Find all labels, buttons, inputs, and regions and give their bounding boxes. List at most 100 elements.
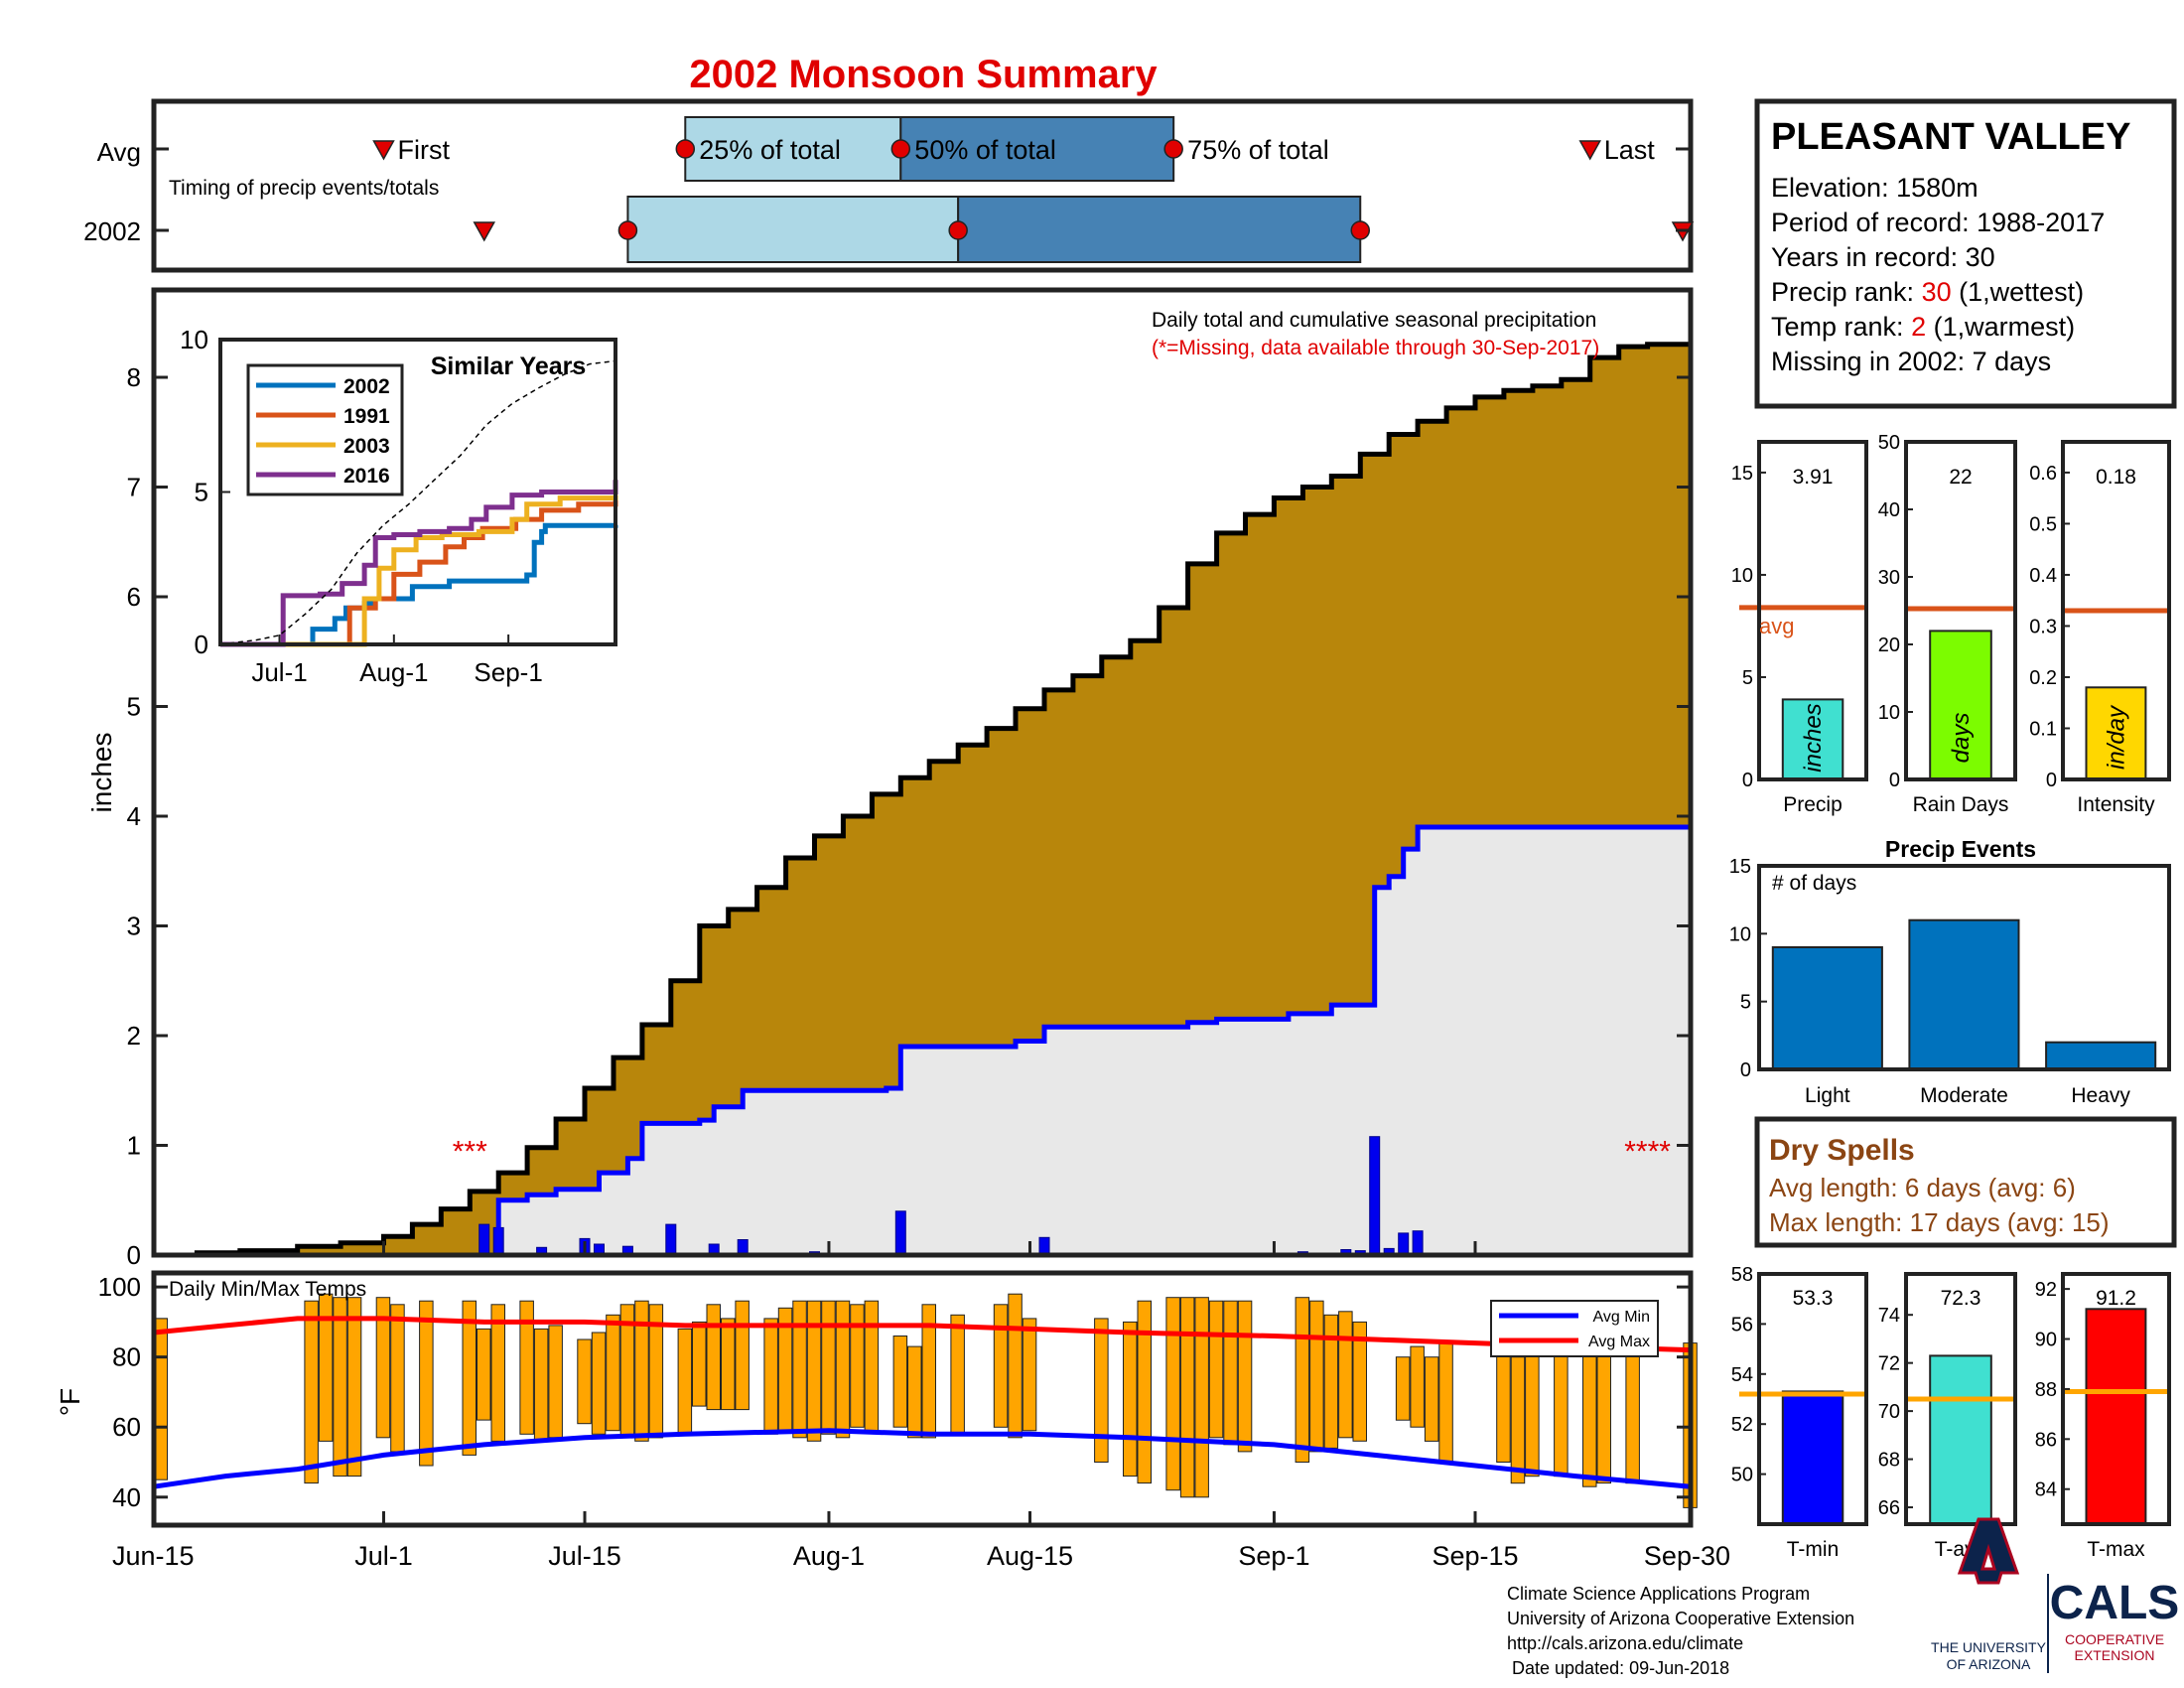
station-precip-rank: Precip rank: 30 (1,wettest)	[1771, 277, 2084, 307]
event-bar-moderate	[1908, 918, 2020, 1071]
inset-average-line	[219, 359, 616, 645]
event-bar-light	[1771, 946, 1883, 1070]
daily-temp-bar	[1179, 1297, 1195, 1498]
daily-temp-bar	[1582, 1342, 1597, 1487]
panel-ytick-label: 84	[2035, 1479, 2057, 1501]
panel-ytick-label: 88	[2035, 1379, 2057, 1401]
daily-temp-bar	[333, 1297, 347, 1477]
inset-legend-label: 2016	[343, 465, 390, 488]
timing-frame	[151, 98, 1694, 273]
daily-temp-bar	[1496, 1345, 1511, 1463]
daily-temp-bar	[1525, 1342, 1540, 1477]
y2002-q75-marker	[1350, 220, 1371, 240]
inset-legend-label: 2003	[343, 435, 390, 458]
main-ytick-label: 5	[127, 692, 141, 722]
daily-temp-bar	[1554, 1342, 1569, 1477]
panel-bar-precip	[1781, 698, 1844, 781]
daily-temp-bar	[1094, 1318, 1109, 1464]
panel-ytick-label: 30	[1878, 567, 1900, 589]
main-ytick-label: 4	[127, 801, 141, 831]
daily-temp-bar	[1510, 1356, 1526, 1484]
ua-line-2: OF ARIZONA	[1947, 1656, 2031, 1672]
daily-temp-bar	[375, 1297, 391, 1439]
daily-temp-bar	[763, 1318, 778, 1435]
daily-temp-bar	[318, 1293, 334, 1442]
daily-temp-bar	[1008, 1293, 1023, 1439]
main-ytick-label: 3	[127, 912, 141, 941]
inset-frame	[218, 338, 617, 646]
temp-legend: Avg Min Avg Max	[1490, 1300, 1659, 1357]
avg-q50-q75-box	[899, 116, 1175, 182]
avg-max-line	[153, 1316, 1692, 1353]
inset-xtick-label: Jul-1	[251, 657, 307, 687]
avg-last-marker	[1578, 140, 1602, 161]
temp-xtick-label: Aug-15	[987, 1541, 1073, 1571]
daily-temp-bar	[835, 1300, 851, 1439]
daily-temp-bar	[1410, 1345, 1425, 1428]
panel-category-label: T-max	[2087, 1538, 2145, 1561]
daily-temp-bar	[634, 1300, 649, 1442]
daily-temp-bar	[821, 1300, 836, 1435]
temp-chart-frame	[151, 1270, 1694, 1528]
inset-xtick-label: Aug-1	[359, 657, 428, 687]
temp-ytick-label: 80	[112, 1342, 141, 1372]
climatology-area	[154, 824, 1691, 1255]
footer-line-4: Date updated: 09-Jun-2018	[1507, 1658, 1729, 1678]
inset-xtick-label: Sep-1	[474, 657, 542, 687]
main-ytick-label: 6	[127, 582, 141, 612]
panel-category-label: Precip	[1783, 793, 1843, 816]
station-period: Period of record: 1988-2017	[1771, 208, 2105, 237]
daily-temp-bar	[1165, 1297, 1180, 1491]
main-note: Daily total and cumulative seasonal prec…	[1152, 309, 1596, 332]
events-ytick-label: 10	[1729, 923, 1751, 945]
station-name: PLEASANT VALLEY	[1771, 116, 2130, 158]
y2002-first-marker	[473, 221, 496, 242]
similar-years-inset: 0 5 10 Jul-1 Aug-1 Sep-1 Similar Years 2002 19…	[180, 325, 618, 687]
daily-temp-bar	[1395, 1356, 1411, 1421]
daily-temp-bar	[993, 1304, 1009, 1428]
panel-ytick-label: 0.3	[2029, 616, 2057, 637]
daily-precip-bar	[1398, 1232, 1410, 1256]
panel-bar-t-min	[1781, 1390, 1844, 1526]
panel-ytick-label: 0	[1742, 770, 1753, 791]
temp-ytick-label: 60	[112, 1412, 141, 1442]
cumulative-2002-line	[154, 342, 1691, 1258]
daily-temp-bar	[1625, 1342, 1640, 1484]
university-of-arizona-logo: THE UNIVERSITY OF ARIZONA CALS COOPERATI…	[1931, 1517, 2180, 1673]
temp-xtick-label: Jul-1	[354, 1541, 413, 1571]
daily-temp-bar	[1223, 1300, 1238, 1446]
temp-xtick-label: Sep-1	[1238, 1541, 1309, 1571]
daily-precip-bar	[1369, 1136, 1381, 1256]
arizona-a-logo-icon	[1957, 1517, 2020, 1585]
panel-category-label: Intensity	[2077, 793, 2155, 816]
cals-logo-text: CALS	[2050, 1577, 2180, 1629]
panel-unit-label: inches	[1800, 703, 1827, 772]
daily-temp-bar	[850, 1304, 865, 1428]
inset-legend-label: 2002	[343, 375, 390, 398]
ua-line-1: THE UNIVERSITY	[1931, 1639, 2047, 1655]
panel-ytick-label: 0	[2046, 770, 2057, 791]
footer-line-1: Climate Science Applications Program	[1507, 1584, 1810, 1604]
station-temp-rank: Temp rank: 2 (1,warmest)	[1771, 312, 2075, 342]
daily-temp-bar	[721, 1318, 736, 1411]
inset-legend-label: 1991	[343, 405, 390, 428]
temp-xtick-label: Sep-30	[1644, 1541, 1730, 1571]
daily-temp-bar	[950, 1314, 965, 1435]
main-chart-frame	[151, 287, 1694, 1258]
main-ytick-label: 2	[127, 1021, 141, 1051]
avg-q25-marker	[675, 139, 696, 159]
main-missing-note: (*=Missing, data available through 30-Se…	[1152, 337, 1599, 359]
events-ytick-label: 5	[1740, 992, 1751, 1014]
daily-temp-bar	[648, 1304, 664, 1439]
panel-ytick-label: 50	[1878, 432, 1900, 454]
panel-frame	[1757, 1272, 1868, 1526]
panel-ytick-label: 52	[1731, 1414, 1753, 1436]
panel-ytick-label: 92	[2035, 1279, 2057, 1301]
y2002-q25-q50-box	[626, 196, 960, 263]
timing-row-avg: Avg	[97, 137, 141, 167]
inset-ytick-label: 0	[195, 630, 208, 659]
daily-temp-bar	[907, 1345, 922, 1439]
events-frame	[1757, 864, 2171, 1071]
